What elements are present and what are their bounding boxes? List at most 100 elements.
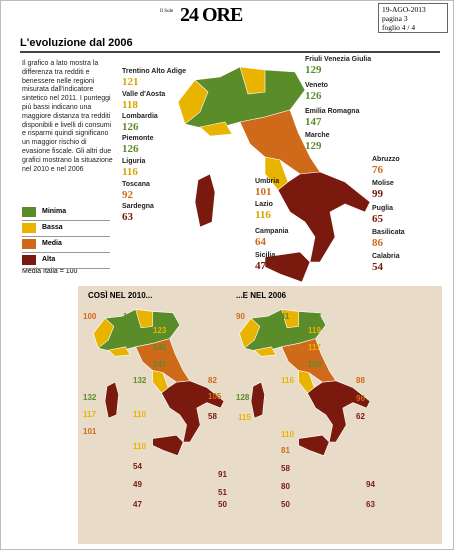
region-name: Veneto <box>305 82 328 89</box>
legend-label: Media <box>42 240 62 247</box>
map-region <box>277 171 371 263</box>
map-value: 150 <box>308 360 322 369</box>
legend-label: Bassa <box>42 224 63 231</box>
region-value: 76 <box>372 164 383 176</box>
logo: 24 ORE <box>180 4 243 26</box>
map-value: 134 <box>308 312 322 321</box>
region-value: 99 <box>372 188 383 200</box>
map-region <box>194 173 216 228</box>
legend-item: Minima <box>22 205 110 221</box>
map-value: 101 <box>83 427 97 436</box>
map-value: 119 <box>308 326 321 335</box>
map-value: 81 <box>281 446 290 455</box>
map-value: 116 <box>281 376 294 385</box>
region-name: Umbria <box>255 178 280 185</box>
map-value: 94 <box>366 480 375 489</box>
map-value: 47 <box>133 500 142 509</box>
region-name: Molise <box>372 180 394 187</box>
map-value: 90 <box>236 312 245 321</box>
map-region <box>253 346 277 357</box>
map-region <box>152 434 184 456</box>
map-value: 49 <box>133 480 142 489</box>
legend-swatch <box>22 223 36 233</box>
legend-swatch <box>22 255 36 265</box>
map-region <box>177 79 209 125</box>
region-value: 64 <box>255 236 266 248</box>
sheet: foglio 4 / 4 <box>382 23 416 32</box>
map-value: 82 <box>208 376 217 385</box>
region-value: 54 <box>372 261 383 273</box>
map-value: 132 <box>83 393 97 402</box>
map-region <box>298 434 330 456</box>
legend-swatch <box>22 239 36 249</box>
region-value: 65 <box>372 213 383 225</box>
legend-item: Media <box>22 237 110 253</box>
legend-item: Alta <box>22 253 110 269</box>
map-value: 62 <box>356 412 365 421</box>
map-value: 63 <box>366 500 375 509</box>
map-region <box>239 66 266 95</box>
map-value: 88 <box>356 376 365 385</box>
map-value: 110 <box>281 430 294 439</box>
region-name: Abruzzo <box>372 156 400 163</box>
section-title: L'evoluzione dal 2006 <box>20 37 440 53</box>
map-region <box>239 317 261 349</box>
map-value: 117 <box>308 343 321 352</box>
map-value: 50 <box>281 500 290 509</box>
region-value: 118 <box>122 99 138 111</box>
map-title: ...E NEL 2006 <box>236 291 287 300</box>
region-value: 101 <box>255 186 272 198</box>
map-title: COSÌ NEL 2010... <box>88 291 153 300</box>
region-name: Lazio <box>255 201 273 208</box>
region-value: 126 <box>122 121 139 133</box>
map-region <box>307 380 371 443</box>
map-value: 117 <box>83 410 96 419</box>
map-value: 128 <box>236 393 250 402</box>
map-region <box>161 380 225 443</box>
region-value: 129 <box>305 64 322 76</box>
region-value: 126 <box>122 143 139 155</box>
region-name: Toscana <box>122 181 150 188</box>
map-value: 96 <box>356 394 365 403</box>
legend-item: Bassa <box>22 221 110 237</box>
map-value: 147 <box>153 360 167 369</box>
map-region <box>104 381 119 419</box>
region-name: Marche <box>305 132 330 139</box>
date: 19-AGO-2013 <box>382 5 426 14</box>
region-value: 116 <box>122 166 138 178</box>
legend-note: Media Italia = 100 <box>22 268 78 275</box>
map-value: 123 <box>123 312 137 321</box>
map-value: 50 <box>218 500 227 509</box>
logo-small: Il Sole <box>160 9 174 14</box>
map-region <box>250 381 265 419</box>
map-value: 132 <box>133 376 147 385</box>
date-box: 19-AGO-2013 pagina 3 foglio 4 / 4 <box>378 3 448 33</box>
map-value: 91 <box>218 470 227 479</box>
map-value: 140 <box>153 343 167 352</box>
region-value: 116 <box>255 209 271 221</box>
region-name: Lombardia <box>122 113 158 120</box>
page-number: pagina 3 <box>382 14 408 23</box>
map-value: 58 <box>208 412 217 421</box>
region-value: 129 <box>305 140 322 152</box>
region-value: 147 <box>305 116 322 128</box>
map-value: 54 <box>133 462 142 471</box>
region-value: 126 <box>305 90 322 102</box>
map-value: 58 <box>281 464 290 473</box>
map-region <box>264 251 311 283</box>
region-value: 92 <box>122 189 133 201</box>
map-region <box>93 317 115 349</box>
map-region <box>135 309 153 329</box>
region-name: Sardegna <box>122 203 154 210</box>
region-name: Liguria <box>122 158 146 165</box>
map-value: 100 <box>83 312 97 321</box>
region-name: Piemonte <box>122 135 154 142</box>
map-value: 80 <box>281 482 290 491</box>
region-name: Basilicata <box>372 229 405 236</box>
map-value: 110 <box>133 410 146 419</box>
map-value: 123 <box>153 326 167 335</box>
intro-text: Il grafico a lato mostra la differenza t… <box>22 60 113 173</box>
legend-label: Minima <box>42 208 67 215</box>
